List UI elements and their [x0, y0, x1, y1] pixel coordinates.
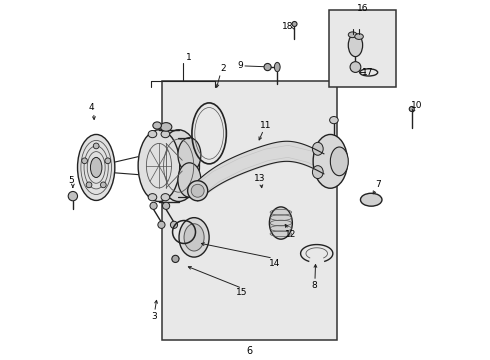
Ellipse shape — [330, 147, 348, 176]
Text: 13: 13 — [254, 174, 266, 183]
Ellipse shape — [160, 123, 172, 131]
Ellipse shape — [68, 192, 77, 201]
Ellipse shape — [161, 194, 170, 201]
Text: 6: 6 — [246, 346, 252, 356]
Ellipse shape — [348, 34, 363, 57]
Ellipse shape — [178, 163, 201, 197]
Ellipse shape — [350, 62, 361, 72]
Ellipse shape — [93, 143, 99, 149]
Text: 3: 3 — [152, 312, 157, 321]
Ellipse shape — [270, 207, 293, 239]
Text: 16: 16 — [357, 4, 368, 13]
Text: 5: 5 — [68, 176, 74, 185]
Ellipse shape — [153, 122, 161, 129]
Text: 2: 2 — [220, 64, 226, 73]
Bar — [329, 10, 395, 87]
Ellipse shape — [105, 158, 111, 164]
Ellipse shape — [91, 157, 102, 177]
Ellipse shape — [178, 138, 201, 172]
Text: 15: 15 — [236, 288, 247, 297]
Ellipse shape — [313, 134, 347, 188]
Text: 14: 14 — [269, 259, 280, 268]
Ellipse shape — [355, 34, 364, 40]
Text: 9: 9 — [238, 61, 244, 70]
Ellipse shape — [150, 202, 157, 210]
Ellipse shape — [292, 22, 297, 27]
Ellipse shape — [148, 194, 157, 201]
Ellipse shape — [158, 130, 199, 202]
Text: 17: 17 — [362, 68, 373, 77]
Text: 11: 11 — [260, 121, 271, 130]
Ellipse shape — [330, 117, 338, 124]
Ellipse shape — [100, 182, 106, 188]
Ellipse shape — [191, 184, 204, 197]
Ellipse shape — [188, 181, 208, 201]
Bar — [162, 81, 337, 339]
Ellipse shape — [274, 62, 280, 72]
Text: 18: 18 — [282, 22, 293, 31]
Ellipse shape — [138, 130, 180, 202]
Ellipse shape — [163, 202, 170, 210]
Ellipse shape — [158, 221, 165, 228]
Ellipse shape — [171, 221, 177, 228]
Ellipse shape — [264, 63, 271, 71]
Text: 7: 7 — [375, 180, 381, 189]
Ellipse shape — [361, 193, 382, 206]
Ellipse shape — [77, 134, 115, 201]
Ellipse shape — [161, 131, 170, 138]
Ellipse shape — [179, 218, 209, 257]
Text: 8: 8 — [311, 281, 317, 290]
Ellipse shape — [313, 166, 323, 179]
Ellipse shape — [82, 158, 87, 164]
Ellipse shape — [409, 107, 414, 112]
Text: 1: 1 — [186, 53, 192, 62]
Ellipse shape — [184, 224, 204, 251]
Ellipse shape — [148, 131, 157, 138]
Ellipse shape — [313, 142, 323, 155]
Text: 12: 12 — [285, 230, 296, 239]
Text: 10: 10 — [411, 101, 422, 110]
Text: 4: 4 — [89, 103, 95, 112]
Ellipse shape — [172, 255, 179, 262]
Ellipse shape — [86, 182, 92, 188]
Ellipse shape — [348, 32, 357, 38]
